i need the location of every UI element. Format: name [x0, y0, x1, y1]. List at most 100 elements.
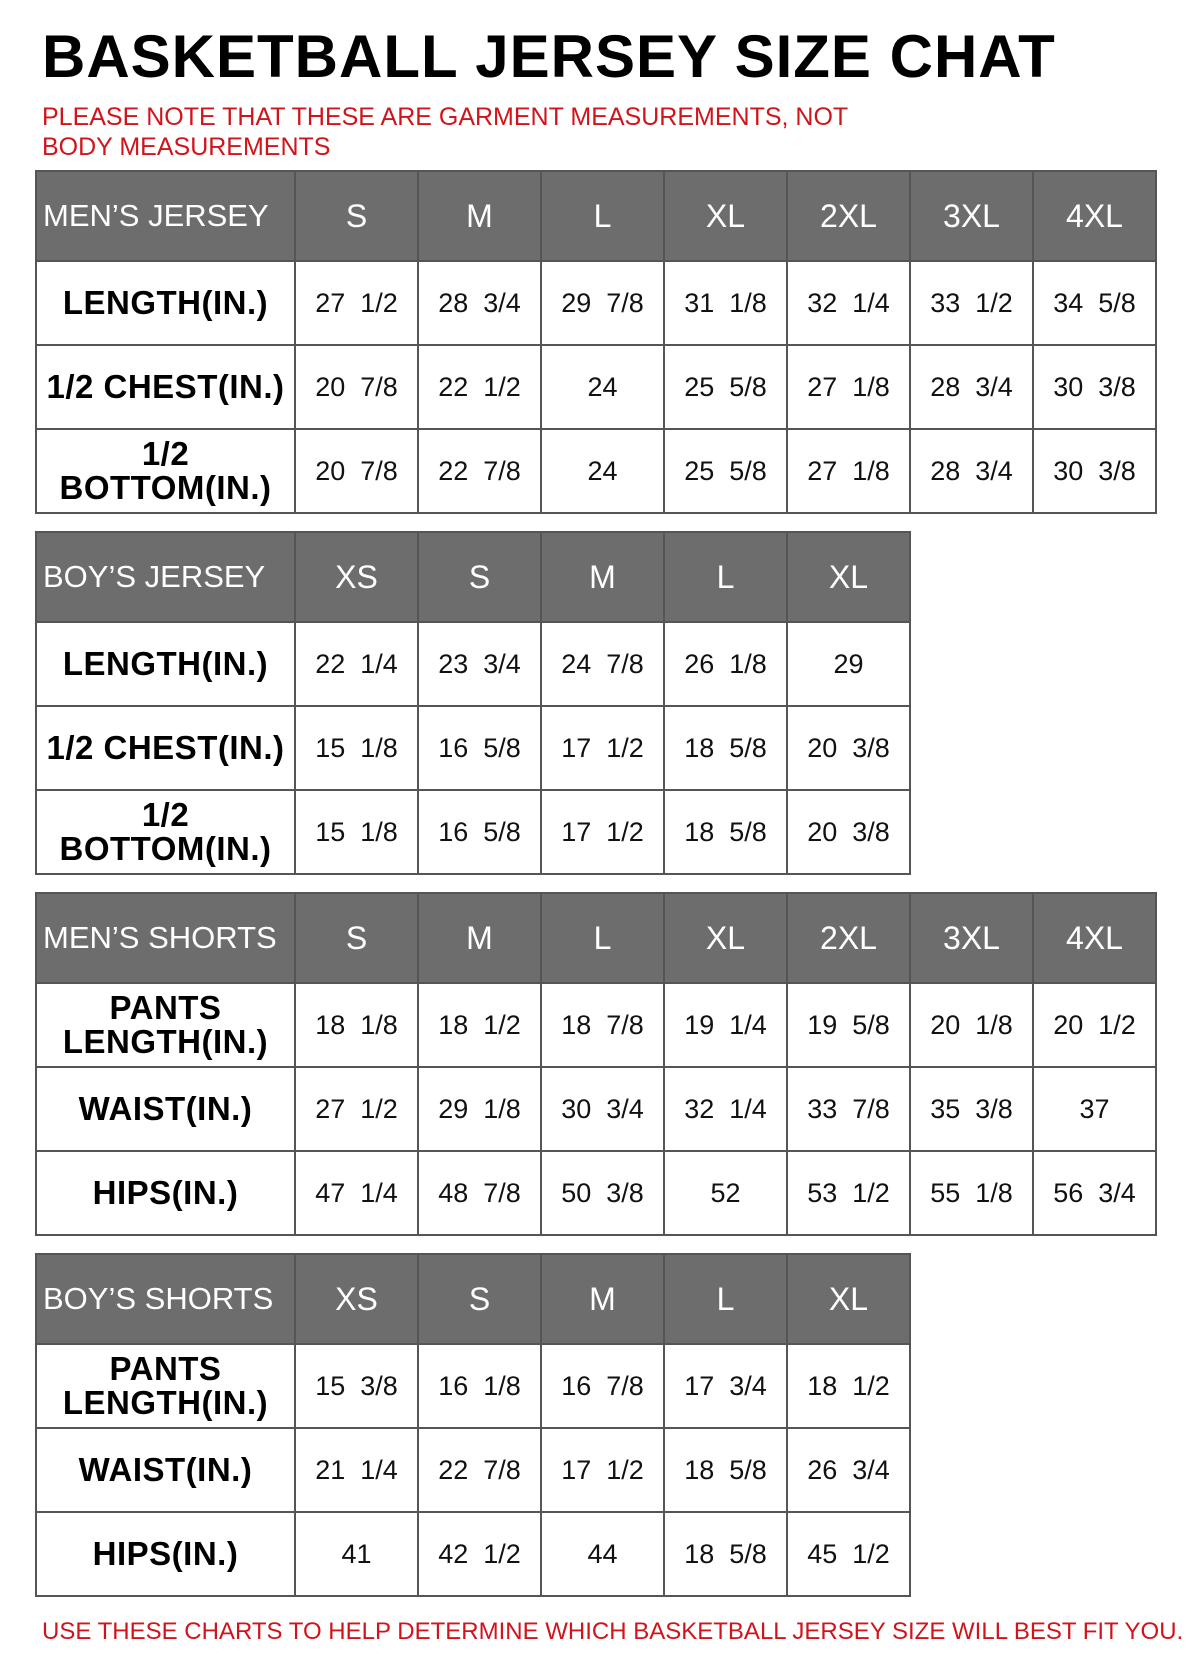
row-label: PANTS LENGTH(IN.): [35, 982, 296, 1068]
measurement-cell: 16 7/8: [540, 1343, 665, 1429]
size-header: XL: [786, 1253, 911, 1345]
header-row: MEN’S SHORTS S M L XL 2XL 3XL 4XL: [35, 892, 1157, 984]
measurement-cell: 27 1/8: [786, 344, 911, 430]
measurement-cell: 28 3/4: [909, 344, 1034, 430]
measurement-cell: 33 7/8: [786, 1066, 911, 1152]
measurement-cell: 32 1/4: [786, 260, 911, 346]
mens-jersey-table: MEN’S JERSEY S M L XL 2XL 3XL 4XL LENGTH(IN.) 27 …: [35, 170, 1157, 514]
size-header: 4XL: [1032, 170, 1157, 262]
measurement-cell: 53 1/2: [786, 1150, 911, 1236]
row-label: 1/2 CHEST(IN.): [35, 705, 296, 791]
measurement-cell: 15 3/8: [294, 1343, 419, 1429]
measurement-cell: 22 7/8: [417, 1427, 542, 1513]
size-header: M: [417, 170, 542, 262]
measurement-cell: 35 3/8: [909, 1066, 1034, 1152]
measurement-cell: 18 5/8: [663, 1511, 788, 1597]
table-row: 1/2 BOTTOM(IN.) 15 1/8 16 5/8 17 1/2 18 5/8 2…: [35, 789, 911, 875]
size-header: 4XL: [1032, 892, 1157, 984]
measurement-cell: 28 3/4: [417, 260, 542, 346]
measurement-cell: 22 1/4: [294, 621, 419, 707]
boys-shorts-table: BOY’S SHORTS XS S M L XL PANTS LENGTH(IN.) 15 3…: [35, 1253, 911, 1597]
size-header: XL: [663, 170, 788, 262]
measurement-cell: 24: [540, 344, 665, 430]
measurement-cell: 20 7/8: [294, 344, 419, 430]
table-title: MEN’S SHORTS: [35, 892, 296, 984]
measurement-cell: 15 1/8: [294, 705, 419, 791]
table-row: LENGTH(IN.) 22 1/4 23 3/4 24 7/8 26 1/8 29: [35, 621, 911, 707]
size-header: L: [663, 531, 788, 623]
measurement-cell: 29: [786, 621, 911, 707]
measurement-cell: 30 3/8: [1032, 344, 1157, 430]
measurement-cell: 24: [540, 428, 665, 514]
measurement-cell: 37: [1032, 1066, 1157, 1152]
row-label: HIPS(IN.): [35, 1150, 296, 1236]
measurement-cell: 29 7/8: [540, 260, 665, 346]
measurement-cell: 48 7/8: [417, 1150, 542, 1236]
table-title: BOY’S SHORTS: [35, 1253, 296, 1345]
size-header: S: [294, 892, 419, 984]
table-row: 1/2 CHEST(IN.) 15 1/8 16 5/8 17 1/2 18 5/8 20…: [35, 705, 911, 791]
measurement-cell: 16 5/8: [417, 705, 542, 791]
table-row: HIPS(IN.) 47 1/4 48 7/8 50 3/8 52 53 1/2 55 1/…: [35, 1150, 1157, 1236]
size-header: M: [417, 892, 542, 984]
row-label: HIPS(IN.): [35, 1511, 296, 1597]
measurement-cell: 32 1/4: [663, 1066, 788, 1152]
row-label: LENGTH(IN.): [35, 260, 296, 346]
table-row: PANTS LENGTH(IN.) 18 1/8 18 1/2 18 7/8 19 1/…: [35, 982, 1157, 1068]
measurement-cell: 15 1/8: [294, 789, 419, 875]
garment-note: PLEASE NOTE THAT THESE ARE GARMENT MEASU…: [42, 103, 848, 161]
measurement-cell: 21 1/4: [294, 1427, 419, 1513]
measurement-cell: 26 1/8: [663, 621, 788, 707]
measurement-cell: 55 1/8: [909, 1150, 1034, 1236]
measurement-cell: 56 3/4: [1032, 1150, 1157, 1236]
measurement-cell: 17 1/2: [540, 1427, 665, 1513]
measurement-cell: 33 1/2: [909, 260, 1034, 346]
measurement-cell: 47 1/4: [294, 1150, 419, 1236]
measurement-cell: 18 1/2: [786, 1343, 911, 1429]
row-label: WAIST(IN.): [35, 1427, 296, 1513]
measurement-cell: 20 1/2: [1032, 982, 1157, 1068]
measurement-cell: 27 1/2: [294, 260, 419, 346]
size-header: 2XL: [786, 892, 911, 984]
table-title: MEN’S JERSEY: [35, 170, 296, 262]
size-header: M: [540, 531, 665, 623]
measurement-cell: 20 3/8: [786, 789, 911, 875]
measurement-cell: 19 5/8: [786, 982, 911, 1068]
size-header: XS: [294, 531, 419, 623]
measurement-cell: 18 5/8: [663, 1427, 788, 1513]
row-label: PANTS LENGTH(IN.): [35, 1343, 296, 1429]
measurement-cell: 17 1/2: [540, 705, 665, 791]
measurement-cell: 16 5/8: [417, 789, 542, 875]
boys-jersey-table: BOY’S JERSEY XS S M L XL LENGTH(IN.) 22 1/4 23 3…: [35, 531, 911, 875]
size-header: L: [540, 170, 665, 262]
header-row: MEN’S JERSEY S M L XL 2XL 3XL 4XL: [35, 170, 1157, 262]
measurement-cell: 17 3/4: [663, 1343, 788, 1429]
measurement-cell: 19 1/4: [663, 982, 788, 1068]
size-header: M: [540, 1253, 665, 1345]
measurement-cell: 24 7/8: [540, 621, 665, 707]
measurement-cell: 41: [294, 1511, 419, 1597]
measurement-cell: 25 5/8: [663, 428, 788, 514]
measurement-cell: 18 7/8: [540, 982, 665, 1068]
measurement-cell: 18 1/2: [417, 982, 542, 1068]
size-header: S: [294, 170, 419, 262]
measurement-cell: 27 1/2: [294, 1066, 419, 1152]
table-row: WAIST(IN.) 21 1/4 22 7/8 17 1/2 18 5/8 26 3/4: [35, 1427, 911, 1513]
measurement-cell: 28 3/4: [909, 428, 1034, 514]
row-label: 1/2 BOTTOM(IN.): [35, 428, 296, 514]
table-row: 1/2 BOTTOM(IN.) 20 7/8 22 7/8 24 25 5/8 27 1/…: [35, 428, 1157, 514]
row-label: 1/2 CHEST(IN.): [35, 344, 296, 430]
row-label: WAIST(IN.): [35, 1066, 296, 1152]
measurement-cell: 31 1/8: [663, 260, 788, 346]
size-header: XL: [786, 531, 911, 623]
measurement-cell: 18 5/8: [663, 789, 788, 875]
size-header: 3XL: [909, 170, 1034, 262]
measurement-cell: 29 1/8: [417, 1066, 542, 1152]
measurement-cell: 20 7/8: [294, 428, 419, 514]
measurement-cell: 22 7/8: [417, 428, 542, 514]
measurement-cell: 45 1/2: [786, 1511, 911, 1597]
measurement-cell: 20 1/8: [909, 982, 1034, 1068]
row-label: LENGTH(IN.): [35, 621, 296, 707]
measurement-cell: 22 1/2: [417, 344, 542, 430]
measurement-cell: 20 3/8: [786, 705, 911, 791]
